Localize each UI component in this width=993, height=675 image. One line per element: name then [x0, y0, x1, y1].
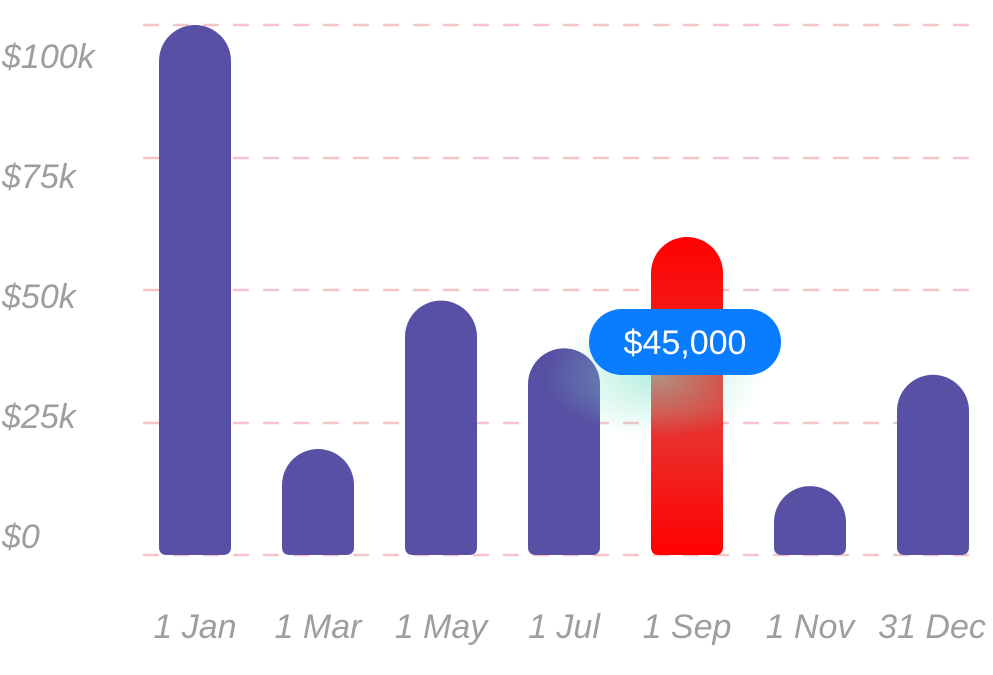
tooltip-bubble [589, 309, 781, 375]
tooltip-value: $45,000 [624, 324, 747, 362]
x-axis-ticks: 1 Jan 1 Mar 1 May 1 Jul 1 Sep 1 Nov 31 Dec [153, 608, 985, 646]
x-tick-label: 31 Dec [878, 608, 986, 646]
x-tick-label: 1 Jul [528, 608, 601, 646]
x-tick-label: 1 Sep [643, 608, 732, 646]
x-tick-label: 1 May [395, 608, 490, 646]
y-tick-label: $0 [1, 518, 40, 556]
bar[interactable] [405, 300, 477, 555]
x-tick-label: 1 Nov [766, 608, 857, 646]
x-tick-label: 1 Mar [275, 608, 364, 646]
bars [159, 25, 969, 555]
y-tick-label: $100k [1, 38, 97, 76]
bar[interactable] [897, 374, 969, 555]
x-tick-label: 1 Jan [153, 608, 236, 646]
bar[interactable] [282, 449, 354, 555]
y-tick-label: $75k [1, 158, 78, 196]
y-tick-label: $25k [1, 398, 78, 436]
y-axis-ticks: $0 $25k $50k $75k $100k [1, 38, 97, 556]
bar[interactable] [774, 486, 846, 555]
y-tick-label: $50k [1, 278, 78, 316]
bar[interactable] [159, 25, 231, 555]
tooltip: $45,000 [545, 309, 781, 437]
